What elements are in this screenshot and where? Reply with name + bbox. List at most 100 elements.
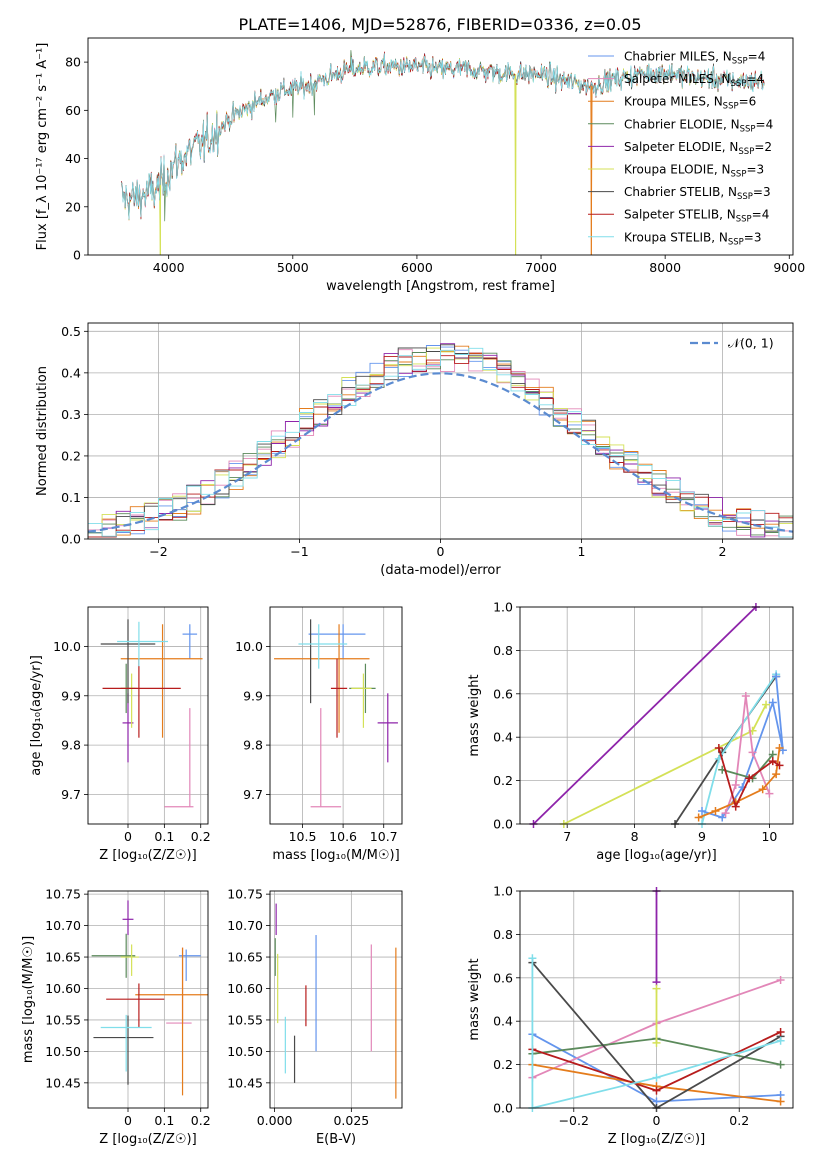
age-vs-mass-point-1 [310,708,342,808]
weight-vs-Z-marker [652,1086,661,1095]
y-tick-label: 9.7 [61,787,81,802]
y-tick-label: 0.0 [493,1101,513,1116]
age-vs-mass-point-2 [274,624,370,733]
weight-vs-age-xlabel: age [log₁₀(age/yr)] [596,848,717,863]
x-tick-label: 6000 [401,260,433,275]
spectrum-line-8 [121,53,765,220]
y-tick-label: 40 [65,151,81,166]
weight-vs-age-marker [714,744,723,753]
histogram-8 [88,347,793,539]
y-tick-label: 20 [65,199,81,214]
mass-vs-Z-point-2 [135,947,208,1096]
x-tick-label: 0 [124,829,132,844]
x-tick-label: 2 [719,544,727,559]
y-tick-label: 1.0 [493,884,513,899]
weight-vs-age-marker [772,770,781,779]
weight-vs-Z-marker [652,1073,661,1082]
x-tick-label: 1 [578,544,586,559]
age-vs-mass-frame [269,606,403,825]
age-vs-mass-point-5 [351,673,372,728]
x-tick-label: 8 [631,829,639,844]
x-tick-label: −2 [149,544,167,559]
y-tick-label: 10.45 [227,1075,263,1090]
y-tick-label: 9.8 [243,738,263,753]
mass-vs-Z-point-8 [100,1014,152,1072]
weight-vs-age-marker [718,813,727,822]
weight-vs-Z-series-6 [531,962,782,1108]
y-tick-label: 10.70 [45,918,81,933]
age-vs-Z-point-8 [102,658,181,738]
y-tick-label: 10.60 [227,981,263,996]
weight-vs-age-marker [731,802,740,811]
residuals-axes: −2 −1 0 1 2 0.0 0.1 0.2 0.3 0.4 0.5 (data-model)/er… [35,323,793,578]
weight-vs-age-series-0 [532,607,757,824]
x-tick-label: 10.5 [289,829,317,844]
weight-vs-Z-axes: −0.2 0 0.2 0.0 0.2 0.4 0.6 0.8 1.0 Z [log₁₀(Z/Z☉)… [467,884,793,1147]
mass-vs-Z-point-6 [93,1015,154,1085]
x-tick-label: −1 [290,544,308,559]
legend-label-0: Chabrier MILES, NSSP=4 [624,50,765,67]
legend-label-8: Kroupa STELIB, NSSP=3 [624,230,762,247]
x-tick-label: 0.2 [729,1113,749,1128]
y-tick-label: 0.1 [61,490,81,505]
weight-vs-Z-marker [776,1028,785,1037]
weight-vs-Z-series-8 [531,958,781,1108]
spectrum-xlabel: wavelength [Angstrom, rest frame] [326,279,555,294]
y-tick-label: 0.6 [493,686,513,701]
weight-vs-age-marker [768,698,777,707]
y-tick-label: 10.55 [45,1012,81,1027]
y-tick-label: 10.60 [45,981,81,996]
age-vs-mass-point-0 [308,624,366,659]
spectrum-legend: Chabrier MILES, NSSP=4 Salpeter MILES, NS… [588,50,773,247]
y-tick-label: 60 [65,103,81,118]
y-tick-label: 80 [65,55,81,70]
y-tick-label: 10.75 [45,887,81,902]
residuals-frame [87,322,794,540]
weight-vs-age-marker [731,780,740,789]
weight-vs-age-axes: 7 8 9 10 0.0 0.2 0.4 0.6 0.8 1.0 age [log₁₀(age/yr… [467,600,793,863]
x-tick-label: 0.1 [154,1113,174,1128]
legend-label-3: Chabrier ELODIE, NSSP=4 [624,117,773,134]
mass-vs-Z-point-4 [122,900,134,936]
weight-vs-age-marker [745,774,754,783]
x-tick-label: 8000 [649,260,681,275]
x-tick-label: 7000 [525,260,557,275]
x-tick-label: 0.1 [154,829,174,844]
y-tick-label: 10.50 [227,1044,263,1059]
mass-vs-Z-axes: 0 0.1 0.2 10.45 10.50 10.55 10.60 10.65 10.70 10.… [21,887,211,1147]
weight-vs-age-marker [772,672,781,681]
y-tick-label: 0 [73,248,81,263]
weight-vs-Z-ylabel: mass weight [467,958,482,1040]
age-vs-Z-point-7 [100,619,156,704]
y-tick-label: 10.65 [227,950,263,965]
weight-vs-age-series-4 [701,676,784,819]
spectrum-ylabel: Flux [f_λ 10⁻¹⁷ erg cm⁻² s⁻¹ A⁻¹] [35,43,50,251]
mass-vs-Z-frame [87,890,209,1109]
y-tick-label: 0.4 [61,365,81,380]
x-tick-label: 0.2 [191,829,211,844]
y-tick-label: 10.55 [227,1012,263,1027]
weight-vs-Z-marker [776,1097,785,1106]
weight-vs-age-series-6 [698,747,781,819]
age-vs-mass-point-7 [330,658,348,738]
weight-vs-Z-marker [528,954,537,963]
y-tick-label: 0.8 [493,927,513,942]
x-tick-label: 0.000 [257,1113,293,1128]
y-tick-label: 9.7 [243,787,263,802]
legend-label-1: Salpeter MILES, NSSP=4 [624,72,764,89]
mass-vs-Z-point-3 [91,933,136,978]
mass-vs-Z-point-7 [106,983,165,1028]
x-tick-label: 10.7 [370,829,398,844]
x-tick-label: 9000 [773,260,805,275]
y-tick-label: 0.3 [61,407,81,422]
y-tick-label: 0.2 [493,773,513,788]
x-tick-label: 0.2 [191,1113,211,1128]
weight-vs-age-marker [758,785,767,794]
x-tick-label: 9 [698,829,706,844]
weight-vs-age-marker [775,744,784,753]
age-vs-Z-point-9 [117,621,168,667]
residuals-ylabel: Normed distribution [35,366,50,496]
y-tick-label: 0.0 [493,817,513,832]
y-tick-label: 0.4 [493,1014,513,1029]
